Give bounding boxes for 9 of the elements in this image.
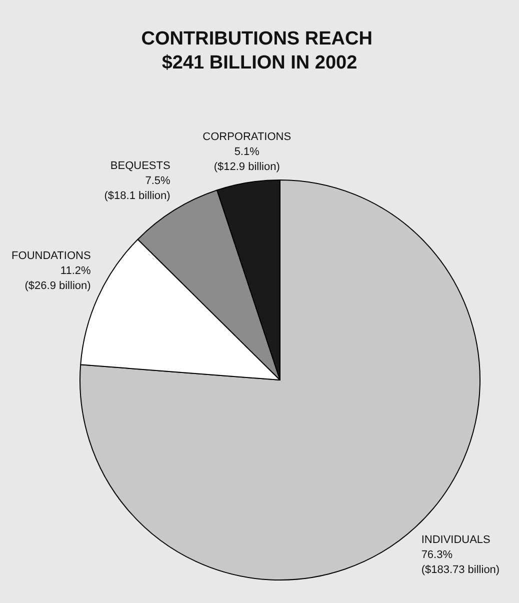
slice-label: FOUNDATIONS xyxy=(12,250,91,262)
data-label: 7.5% ($18.1 billion) xyxy=(104,174,171,202)
slice-label: INDIVIDUALS xyxy=(421,534,490,546)
data-label: 76.3% ($183.73 billion) xyxy=(421,549,500,576)
chart-title: CONTRIBUTIONS REACH $241 BILLION IN 2002 xyxy=(141,28,378,74)
slice-label: CORPORATIONS xyxy=(202,131,292,144)
data-label: 5.1% ($12.9 billion) xyxy=(214,146,280,174)
slice-label: BEQUESTS xyxy=(110,160,170,172)
data-label: 11.2% ($26.9 billion) xyxy=(24,265,92,292)
